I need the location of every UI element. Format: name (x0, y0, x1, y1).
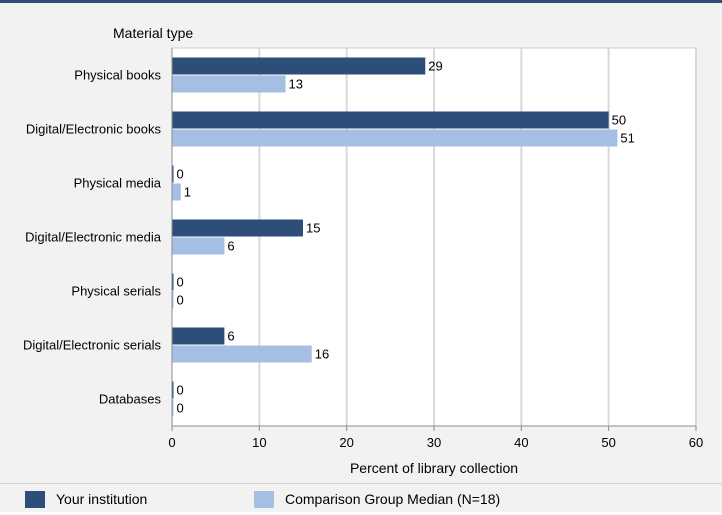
bar-your-institution (172, 381, 174, 399)
category-label: Physical books (74, 68, 161, 83)
legend-swatch-your-institution (25, 491, 45, 508)
bar-comparison-median (172, 183, 181, 201)
legend-label-comparison-median: Comparison Group Median (N=18) (285, 491, 500, 507)
bar-your-institution (172, 111, 609, 129)
bar-your-institution (172, 273, 174, 291)
data-label: 13 (289, 77, 303, 92)
category-label: Databases (99, 392, 162, 407)
x-tick-label: 60 (689, 435, 703, 450)
bar-comparison-median (172, 75, 286, 93)
data-label: 51 (620, 131, 634, 146)
data-label: 15 (306, 221, 320, 236)
legend: Your institution Comparison Group Median… (25, 491, 500, 508)
category-label: Digital/Electronic media (25, 230, 162, 245)
gridlines (258, 48, 697, 426)
data-label: 6 (227, 329, 234, 344)
category-label: Physical serials (71, 284, 161, 299)
bar-your-institution (172, 219, 303, 237)
data-label: 16 (315, 347, 329, 362)
data-label: 0 (177, 383, 184, 398)
category-label: Digital/Electronic books (26, 122, 162, 137)
bar-your-institution (172, 165, 174, 183)
category-axis-title: Material type (113, 25, 193, 41)
category-label: Physical media (74, 176, 162, 191)
bar-your-institution (172, 57, 426, 75)
x-tick-label: 40 (514, 435, 528, 450)
bar-comparison-median (172, 291, 174, 309)
x-ticks: 0 10 20 30 40 50 60 (168, 426, 703, 450)
data-label: 0 (177, 401, 184, 416)
data-label: 50 (612, 113, 626, 128)
x-tick-label: 50 (601, 435, 615, 450)
x-tick-label: 20 (339, 435, 353, 450)
legend-swatch-comparison-median (254, 491, 274, 508)
x-axis-title: Percent of library collection (350, 460, 518, 476)
category-label: Digital/Electronic serials (23, 338, 161, 353)
x-tick-label: 30 (427, 435, 441, 450)
bar-comparison-median (172, 237, 225, 255)
bar-comparison-median (172, 399, 174, 417)
data-label: 1 (184, 185, 191, 200)
bar-comparison-median (172, 345, 312, 363)
data-label: 0 (177, 293, 184, 308)
data-label: 0 (177, 167, 184, 182)
bar-your-institution (172, 327, 225, 345)
data-label: 0 (177, 275, 184, 290)
category-labels: Physical books Digital/Electronic books Ph… (23, 68, 162, 407)
bar-comparison-median (172, 129, 618, 147)
bars (172, 57, 618, 417)
data-label: 6 (227, 239, 234, 254)
x-tick-label: 10 (252, 435, 266, 450)
bar-chart: 0 10 20 30 40 50 60 Physical booksDigital/Elec… (0, 25, 722, 508)
data-label: 29 (428, 59, 442, 74)
legend-label-your-institution: Your institution (56, 491, 147, 507)
x-tick-label: 0 (168, 435, 175, 450)
